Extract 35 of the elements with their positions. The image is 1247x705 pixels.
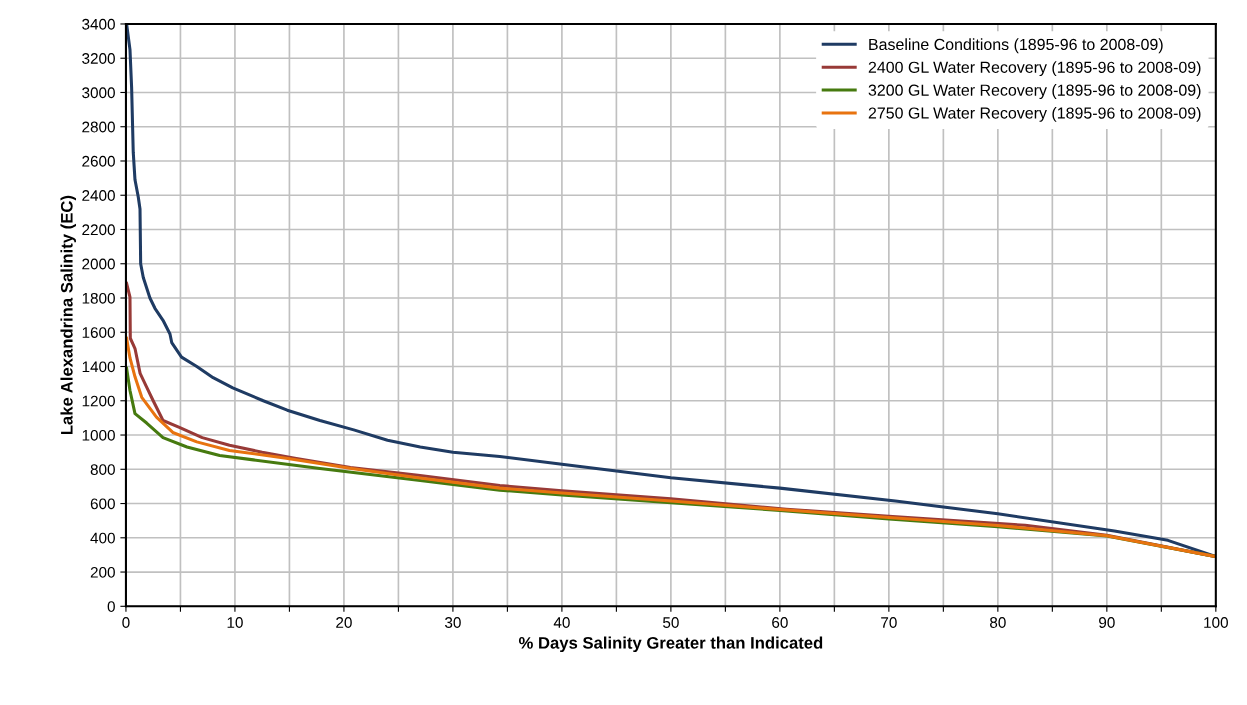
x-tick-label: 10 bbox=[227, 617, 243, 628]
legend-label: 2400 GL Water Recovery (1895-96 to 2008-09) bbox=[868, 61, 1201, 77]
y-tick-label: 1400 bbox=[82, 361, 115, 373]
y-tick-label: 2000 bbox=[82, 258, 115, 270]
x-tick-label: 70 bbox=[881, 617, 897, 628]
y-tick-label: 2600 bbox=[82, 155, 115, 167]
y-axis-title: Lake Alexandrina Salinity (EC) bbox=[60, 195, 76, 435]
y-tick-label: 0 bbox=[107, 601, 115, 612]
x-axis-title: % Days Salinity Greater than Indicated bbox=[518, 636, 823, 653]
y-tick-label: 200 bbox=[90, 566, 115, 578]
legend-label: 2750 GL Water Recovery (1895-96 to 2008-09) bbox=[868, 106, 1201, 122]
y-tick-label: 600 bbox=[90, 498, 115, 510]
x-tick-label: 50 bbox=[663, 617, 679, 628]
y-tick-label: 800 bbox=[90, 464, 115, 475]
y-tick-label: 3000 bbox=[82, 87, 115, 99]
y-tick-label: 1200 bbox=[82, 395, 115, 407]
x-tick-label: 30 bbox=[445, 617, 461, 628]
y-tick-label: 3400 bbox=[82, 18, 115, 30]
y-tick-label: 2200 bbox=[82, 224, 115, 236]
y-tick-label: 2800 bbox=[82, 121, 115, 133]
y-tick-label: 3200 bbox=[82, 53, 115, 64]
x-tick-label: 0 bbox=[122, 617, 130, 628]
legend-label: 3200 GL Water Recovery (1895-96 to 2008-09) bbox=[868, 84, 1201, 99]
y-tick-label: 1600 bbox=[82, 327, 115, 338]
y-tick-label: 2400 bbox=[82, 190, 115, 201]
legend-label: Baseline Conditions (1895-96 to 2008-09) bbox=[869, 38, 1163, 54]
y-tick-label: 400 bbox=[90, 532, 115, 544]
x-tick-label: 40 bbox=[553, 617, 570, 628]
x-tick-label: 20 bbox=[336, 617, 352, 628]
x-tick-label: 60 bbox=[772, 617, 788, 628]
y-tick-label: 1000 bbox=[82, 429, 115, 441]
x-tick-label: 90 bbox=[1099, 617, 1115, 628]
x-tick-label: 100 bbox=[1204, 617, 1228, 628]
y-tick-label: 1800 bbox=[82, 292, 115, 304]
x-tick-label: 80 bbox=[990, 617, 1006, 628]
